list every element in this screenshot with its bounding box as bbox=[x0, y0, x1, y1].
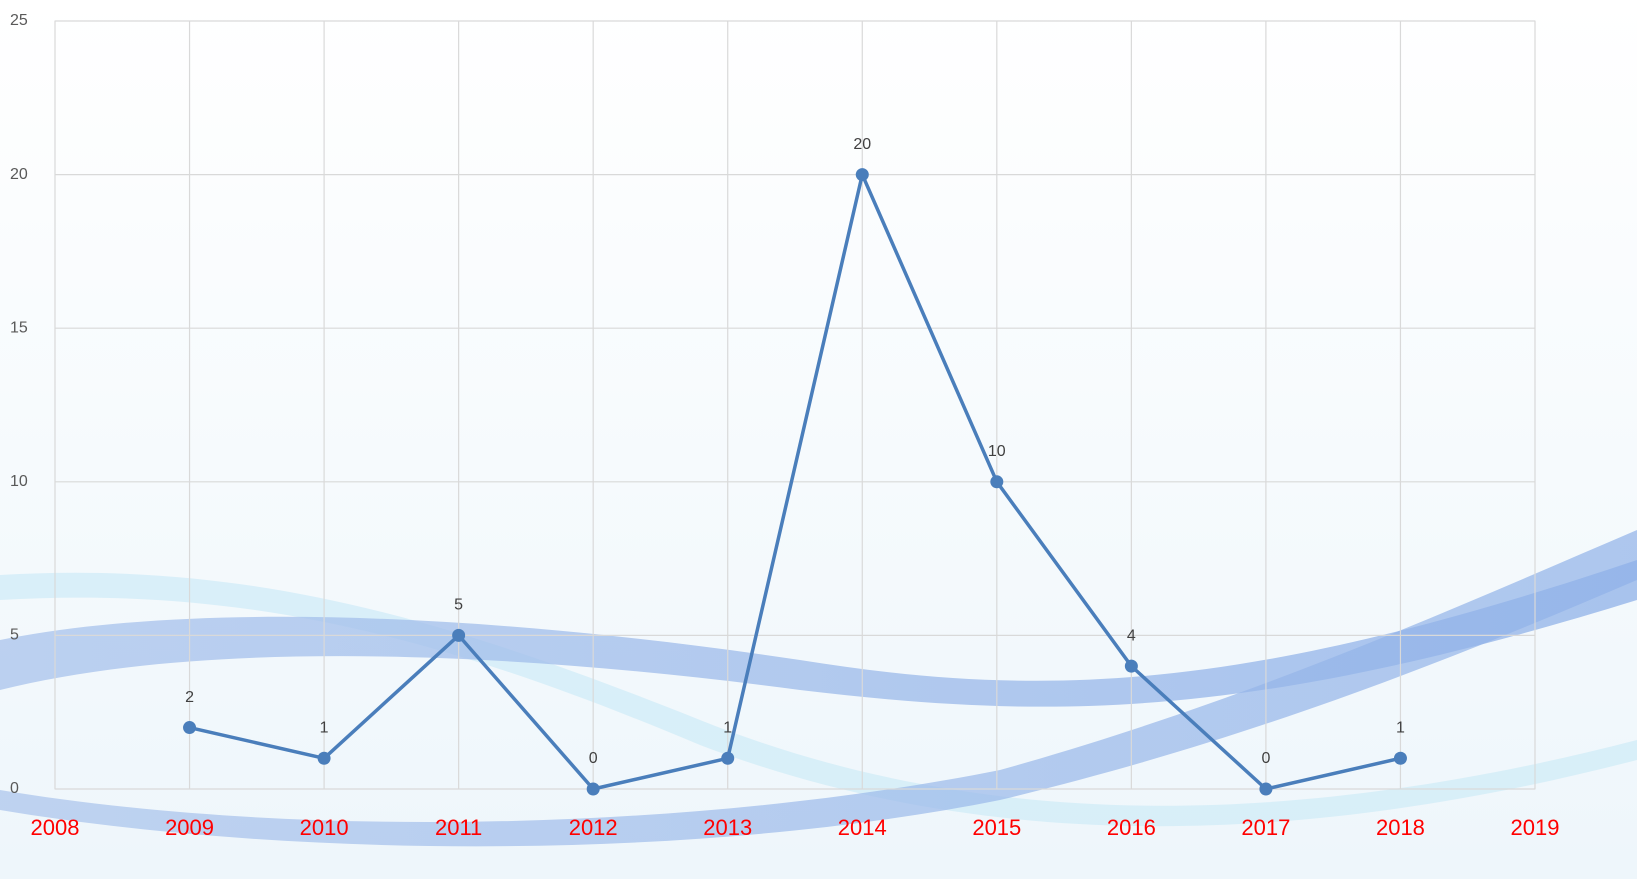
x-tick-label: 2012 bbox=[569, 815, 618, 840]
point bbox=[452, 629, 465, 642]
data-label: 5 bbox=[454, 597, 463, 614]
data-label: 10 bbox=[988, 443, 1006, 460]
y-tick-label: 10 bbox=[10, 473, 28, 490]
x-tick-label: 2016 bbox=[1107, 815, 1156, 840]
data-label: 4 bbox=[1127, 627, 1136, 644]
x-tick-label: 2018 bbox=[1376, 815, 1425, 840]
point bbox=[1259, 783, 1272, 796]
point bbox=[183, 721, 196, 734]
point bbox=[721, 752, 734, 765]
y-tick-label: 15 bbox=[10, 319, 28, 336]
y-tick-label: 0 bbox=[10, 780, 19, 797]
point bbox=[856, 168, 869, 181]
point bbox=[1394, 752, 1407, 765]
x-tick-label: 2008 bbox=[31, 815, 80, 840]
chart: 0510152025200820092010201120122013201420… bbox=[0, 0, 1637, 879]
point bbox=[318, 752, 331, 765]
x-tick-label: 2010 bbox=[300, 815, 349, 840]
point bbox=[587, 783, 600, 796]
data-label: 20 bbox=[853, 136, 871, 153]
data-label: 1 bbox=[320, 719, 329, 736]
data-label: 0 bbox=[589, 750, 598, 767]
x-tick-label: 2009 bbox=[165, 815, 214, 840]
y-tick-label: 25 bbox=[10, 12, 28, 29]
data-label: 1 bbox=[1396, 719, 1405, 736]
data-label: 0 bbox=[1261, 750, 1270, 767]
x-tick-label: 2015 bbox=[972, 815, 1021, 840]
y-tick-label: 20 bbox=[10, 166, 28, 183]
x-tick-label: 2011 bbox=[435, 815, 482, 840]
point bbox=[1125, 660, 1138, 673]
x-tick-label: 2014 bbox=[838, 815, 887, 840]
point bbox=[990, 475, 1003, 488]
y-tick-label: 5 bbox=[10, 627, 19, 644]
x-tick-label: 2017 bbox=[1241, 815, 1290, 840]
x-tick-label: 2019 bbox=[1511, 815, 1560, 840]
data-label: 2 bbox=[185, 689, 194, 706]
background bbox=[0, 0, 1637, 879]
data-label: 1 bbox=[723, 719, 732, 736]
x-tick-label: 2013 bbox=[703, 815, 752, 840]
